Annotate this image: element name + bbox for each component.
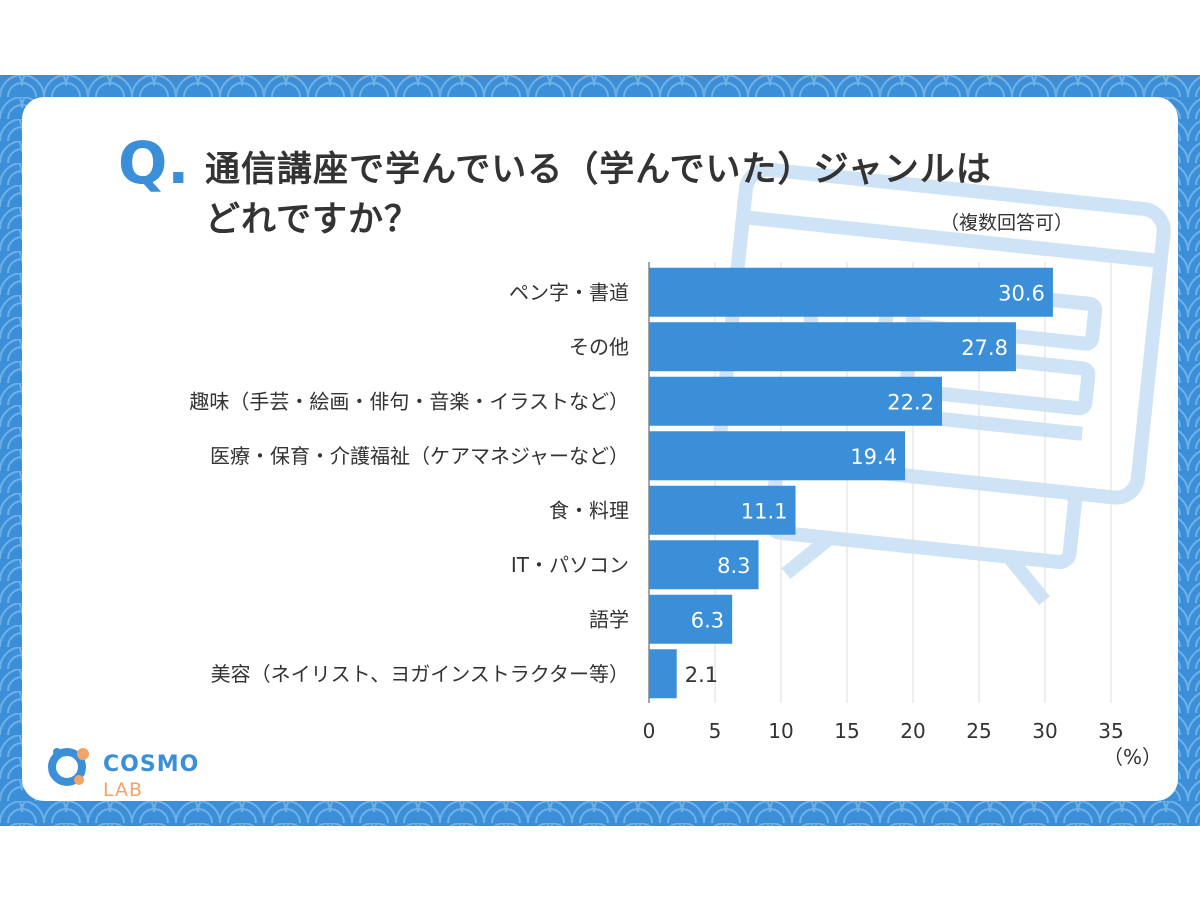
x-tick-label: 35 (1098, 719, 1123, 743)
value-label: 22.2 (887, 390, 934, 414)
category-label: 医療・保育・介護福祉（ケアマネジャーなど） (210, 444, 629, 468)
x-tick-label: 10 (768, 719, 793, 743)
bar (649, 649, 677, 699)
category-label: 趣味（手芸・絵画・俳句・音楽・イラストなど） (189, 389, 629, 413)
category-label: IT・パソコン (511, 553, 629, 577)
value-label: 27.8 (961, 336, 1008, 360)
chart-bars (649, 267, 1053, 699)
x-tick-label: 0 (643, 719, 656, 743)
x-axis-unit: （%） (1103, 745, 1163, 769)
value-label: 11.1 (741, 499, 788, 523)
value-label: 6.3 (691, 608, 724, 632)
bar (649, 431, 906, 481)
category-label: ペン字・書道 (509, 280, 629, 304)
question-mark: Q. (118, 129, 190, 197)
bar (649, 267, 1053, 317)
value-label: 2.1 (685, 663, 718, 687)
category-label: その他 (569, 335, 629, 359)
x-tick-label: 5 (709, 719, 722, 743)
category-label: 語学 (589, 607, 629, 631)
question-title: 通信講座で学んでいる（学んでいた）ジャンルは どれですか？ (205, 145, 1105, 245)
x-tick-label: 25 (966, 719, 991, 743)
multiple-answer-note: （複数回答可） (940, 212, 1074, 234)
value-label: 8.3 (717, 554, 750, 578)
logo-text: COSMO LAB (103, 752, 245, 802)
bar (649, 376, 943, 426)
category-label: 美容（ネイリスト、ヨガインストラクター等） (211, 662, 629, 686)
chart-x-ticks: 0 5 10 15 20 25 30 35 (643, 719, 1124, 743)
title-line-2: どれですか？ (205, 200, 420, 240)
logo-mark-icon (48, 748, 89, 786)
value-label: 19.4 (850, 445, 897, 469)
x-tick-label: 20 (900, 719, 925, 743)
bar (649, 594, 733, 644)
category-label: 食・料理 (549, 498, 629, 522)
bar (649, 322, 1016, 372)
x-tick-label: 15 (834, 719, 859, 743)
logo-text-sub: LAB (103, 779, 144, 801)
bar (649, 485, 796, 535)
logo-text-main: COSMO (103, 752, 200, 777)
title-line-1: 通信講座で学んでいる（学んでいた）ジャンルは (205, 150, 992, 190)
value-label: 30.6 (998, 281, 1045, 305)
cosmo-lab-logo: COSMO LAB (45, 740, 245, 801)
chart-value-labels: 30.6 27.8 22.2 19.4 11.1 8.3 6.3 2.1 (685, 281, 1045, 687)
x-tick-label: 30 (1032, 719, 1057, 743)
bar (649, 540, 759, 590)
